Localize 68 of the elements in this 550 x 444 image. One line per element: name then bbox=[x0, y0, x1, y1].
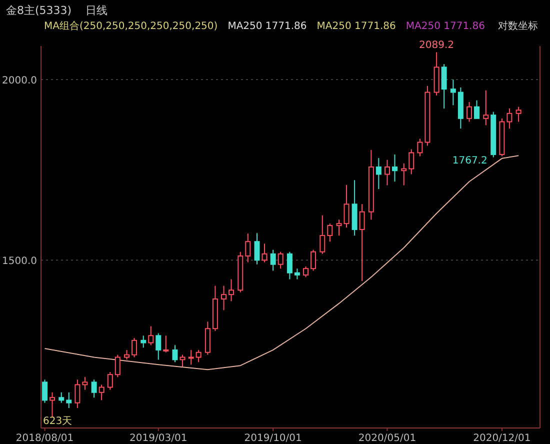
text: 对数坐标 bbox=[498, 20, 538, 32]
candlestick bbox=[294, 268, 300, 280]
candlestick bbox=[270, 249, 276, 272]
candlestick bbox=[376, 158, 382, 190]
candlestick bbox=[320, 214, 326, 254]
candlestick bbox=[506, 108, 512, 130]
candlestick bbox=[140, 335, 146, 348]
candlestick bbox=[148, 326, 154, 346]
candlestick bbox=[384, 159, 390, 186]
x-tick-label: 2019/03/01 bbox=[130, 433, 188, 444]
candlestick bbox=[50, 392, 56, 418]
candlestick bbox=[42, 379, 48, 404]
candlestick bbox=[310, 249, 316, 272]
candlestick bbox=[327, 223, 333, 242]
candlestick bbox=[392, 154, 398, 182]
candlestick bbox=[417, 138, 423, 157]
candlestick bbox=[286, 251, 292, 280]
x-tick-label: 2020/12/01 bbox=[473, 433, 531, 444]
candlestick bbox=[228, 278, 234, 302]
text: MA组合(250,250,250,250,250,250) bbox=[44, 20, 218, 32]
candlestick bbox=[336, 219, 342, 236]
chart-subtitle: 日线 bbox=[86, 4, 108, 17]
candlestick bbox=[82, 376, 88, 390]
candlestick bbox=[344, 184, 350, 228]
chart-title: 金8主(5333) bbox=[6, 4, 72, 17]
text: MA250 1771.86 bbox=[228, 21, 307, 32]
candlestick bbox=[359, 204, 365, 282]
candlestick bbox=[245, 233, 251, 263]
candlestick bbox=[516, 106, 522, 122]
text: MA250 1771.86 bbox=[316, 21, 396, 32]
candlestick bbox=[132, 338, 138, 358]
candlestick bbox=[172, 344, 178, 363]
candlestick bbox=[474, 100, 480, 119]
y-tick-label: 2000.0 bbox=[2, 76, 37, 87]
x-tick-label: 2019/10/01 bbox=[244, 433, 302, 444]
candlestick bbox=[66, 392, 72, 409]
candlestick bbox=[408, 148, 414, 175]
candlestick bbox=[107, 372, 113, 390]
candlestick bbox=[466, 101, 472, 122]
x-tick-label: 2020/05/01 bbox=[358, 433, 416, 444]
candlestick bbox=[450, 79, 456, 106]
annotation: 623天 bbox=[43, 416, 72, 427]
candlestick bbox=[254, 232, 260, 265]
annotation: 2089.2 bbox=[419, 40, 454, 52]
candlestick bbox=[180, 354, 186, 368]
candlestick bbox=[188, 349, 194, 366]
x-tick-label: 2018/08/01 bbox=[16, 433, 74, 444]
candlestick bbox=[91, 379, 97, 398]
candlestick bbox=[124, 349, 130, 360]
candlestick bbox=[221, 285, 227, 311]
candlestick bbox=[196, 349, 202, 363]
candlestick bbox=[98, 384, 104, 401]
candlestick bbox=[262, 243, 268, 263]
annotation: 1767.2 bbox=[452, 155, 488, 166]
y-tick-label: 1500.0 bbox=[2, 256, 37, 268]
candlestick bbox=[156, 332, 162, 360]
candlestick bbox=[58, 392, 64, 404]
candlestick bbox=[204, 321, 210, 356]
candlestick bbox=[483, 90, 489, 126]
candlestick bbox=[114, 354, 120, 378]
text: MA250 1771.86 bbox=[406, 21, 485, 32]
candlestick bbox=[278, 251, 284, 270]
candlestick bbox=[401, 162, 407, 186]
candlestick bbox=[163, 335, 169, 353]
candlestick bbox=[441, 64, 447, 109]
candlestick bbox=[303, 266, 309, 278]
line-series bbox=[44, 155, 520, 370]
candlestick bbox=[74, 379, 80, 409]
